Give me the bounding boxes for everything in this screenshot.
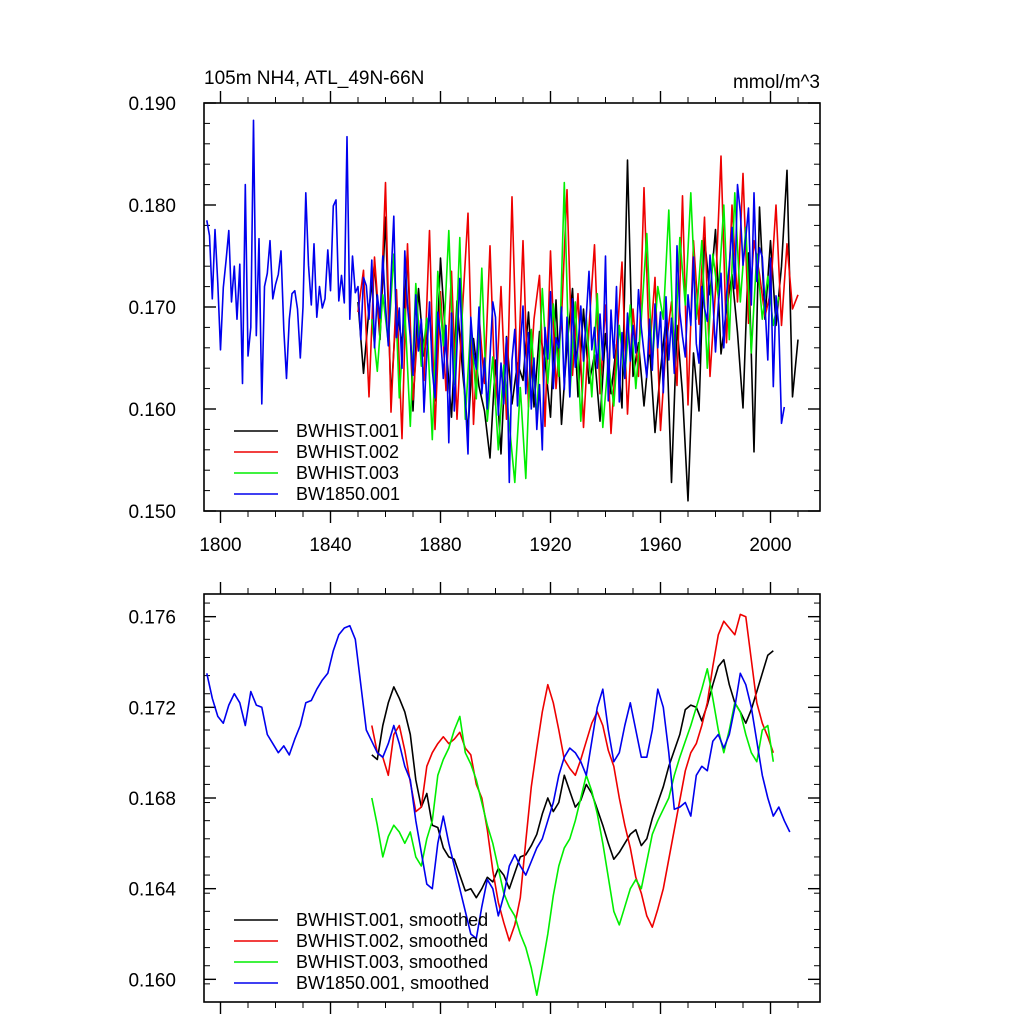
y-tick-label: 0.170 — [128, 298, 176, 319]
y-tick-label: 0.172 — [128, 698, 176, 719]
series-line-bwhist-002 — [357, 155, 799, 440]
series-line-bw1850-001-smoothed — [206, 624, 791, 940]
legend-label: BWHIST.002 — [296, 442, 399, 462]
y-tick-label: 0.168 — [128, 789, 176, 810]
legend-label: BWHIST.003 — [296, 463, 399, 483]
series-line-bwhist-002-smoothed — [371, 613, 775, 942]
series-line-bwhist-001-smoothed — [371, 650, 774, 899]
y-tick-label: 0.176 — [128, 608, 176, 629]
x-tick-label: 1840 — [309, 535, 351, 556]
legend-label: BWHIST.001, smoothed — [296, 910, 488, 930]
y-tick-label: 0.160 — [128, 400, 176, 421]
x-tick-label: 2000 — [749, 535, 791, 556]
series-line-bwhist-003-smoothed — [371, 667, 775, 997]
y-tick-label: 0.190 — [128, 94, 176, 115]
top-panel-frame — [203, 102, 821, 512]
series-line-bwhist-003 — [371, 181, 780, 484]
y-tick-label: 0.160 — [128, 970, 176, 991]
legend-label: BWHIST.001 — [296, 421, 399, 441]
bottom-panel: 0.160 0.164 0.168 0.172 0.176 BWHIST.001, sm… — [128, 582, 821, 1014]
x-tick-label: 1880 — [419, 535, 461, 556]
x-tick-label: 1800 — [199, 535, 241, 556]
legend-label: BWHIST.002, smoothed — [296, 931, 488, 951]
top-panel-title: 105m NH4, ATL_49N-66N — [204, 68, 424, 89]
y-tick-label: 0.180 — [128, 196, 176, 217]
legend-label: BWHIST.003, smoothed — [296, 952, 488, 972]
legend-label: BW1850.001, smoothed — [296, 973, 489, 993]
y-tick-label: 0.150 — [128, 502, 176, 523]
legend-label: BW1850.001 — [296, 484, 400, 504]
y-tick-label: 0.164 — [128, 880, 176, 901]
bottom-panel-frame — [203, 593, 821, 1003]
series-line-bw1850-001 — [206, 119, 786, 484]
top-panel-units: mmol/m^3 — [733, 72, 820, 93]
x-tick-label: 1920 — [529, 535, 571, 556]
top-panel: 105m NH4, ATL_49N-66N mmol/m^3 1800 1840 1… — [128, 68, 821, 556]
x-tick-label: 1960 — [639, 535, 681, 556]
